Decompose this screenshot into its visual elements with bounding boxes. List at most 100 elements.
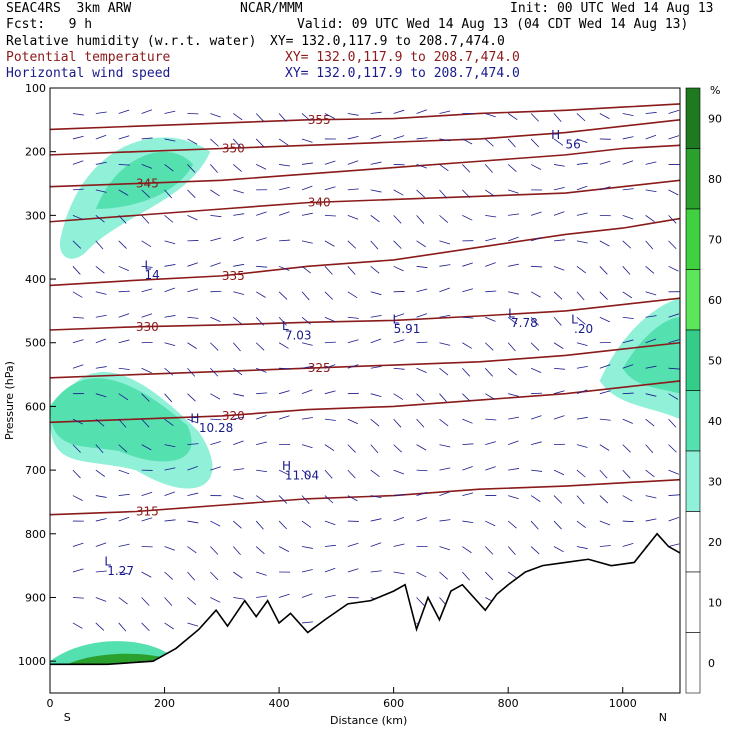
wind-vector (141, 109, 153, 114)
wind-vector (507, 316, 518, 325)
wind-vector (507, 367, 518, 376)
wind-vector (530, 367, 542, 373)
wind-vector (95, 570, 107, 573)
wind-vector (576, 138, 588, 143)
wind-vector (324, 364, 336, 369)
wind-vector (645, 469, 655, 478)
field-theta-name: Potential temperature (6, 50, 171, 65)
wind-vector (553, 239, 565, 242)
field-wind-name: Horizontal wind speed (6, 66, 171, 81)
colorbar-segment (685, 148, 701, 210)
wind-vector (72, 622, 83, 629)
wind-vector (164, 110, 176, 114)
wind-vector (118, 597, 128, 605)
wind-vector (599, 160, 611, 165)
wind-vector (164, 315, 176, 318)
wind-vector (393, 494, 405, 496)
wind-vector (462, 164, 471, 173)
wind-vector (141, 164, 153, 169)
wind-vector (95, 189, 107, 193)
wind-vector (507, 342, 516, 352)
colorbar-label: 80 (708, 173, 722, 186)
wind-vector (370, 518, 382, 522)
wind-vector (164, 467, 176, 471)
y-tick-label: 700 (25, 464, 46, 477)
wind-vector (324, 316, 336, 323)
wind-vector (370, 393, 382, 397)
wind-vector (485, 316, 496, 322)
wind-vector (324, 266, 333, 275)
wind-vector (301, 113, 311, 122)
theta-contour-label-355: 355 (308, 113, 331, 127)
wind-vector (553, 186, 565, 191)
wind-vector (439, 393, 448, 403)
wind-vector (645, 189, 657, 193)
wind-vector (668, 469, 679, 475)
wind-vector (622, 160, 634, 165)
wind-vector (508, 263, 520, 267)
wind-vector (599, 364, 611, 369)
wind-vector (370, 111, 382, 114)
wind-vector (141, 189, 150, 198)
wind-vector (553, 113, 562, 122)
x-tick-label: 200 (154, 697, 175, 710)
wind-vector (576, 212, 588, 216)
wind-vector (645, 215, 655, 223)
wind-vector (324, 113, 335, 119)
wind-vector (141, 240, 152, 248)
wind-vector (393, 469, 405, 475)
wind-vector (301, 417, 313, 420)
x-end-label-south: S (64, 711, 71, 724)
wind-vector (462, 443, 474, 446)
wind-vector (530, 316, 539, 326)
wind-vector (668, 265, 679, 272)
wind-vector (576, 240, 588, 244)
wind-vector (645, 161, 657, 165)
wind-vector (507, 138, 516, 148)
wind-vector (164, 367, 174, 376)
wind-vector (530, 138, 539, 148)
wind-vector (301, 240, 313, 244)
wind-vector (576, 162, 588, 165)
wind-vector (72, 291, 83, 298)
wind-vector (187, 492, 199, 496)
wind-vector (416, 367, 427, 373)
wind-vector (324, 444, 335, 452)
theta-contour-350 (49, 119, 681, 156)
wind-vector (531, 265, 543, 268)
wind-vector (370, 418, 380, 427)
wind-vector (233, 495, 244, 500)
wind-vector (576, 389, 588, 395)
wind-vector (599, 291, 608, 300)
wind-vector (233, 571, 243, 579)
extremum-label: 5.91 (394, 322, 421, 336)
extremum-label: H (551, 128, 560, 142)
wind-vector (622, 188, 634, 191)
wind-vector (187, 571, 196, 581)
wind-vector (439, 138, 451, 142)
wind-vector (553, 469, 565, 476)
wind-vector (95, 366, 107, 369)
wind-vector (393, 189, 404, 196)
wind-vector (278, 138, 289, 146)
wind-vector (95, 444, 104, 454)
wind-vector (530, 520, 539, 530)
wind-vector (462, 316, 474, 319)
wind-vector (324, 594, 336, 598)
wind-vector (187, 316, 199, 319)
wind-vector (553, 495, 563, 504)
wind-vector (72, 542, 84, 547)
wind-vector (187, 393, 196, 402)
extremum-label: 10.28 (199, 421, 233, 435)
wind-vector (233, 393, 245, 397)
wind-vector (233, 263, 245, 267)
wind-vector (668, 189, 679, 196)
wind-vector (72, 160, 84, 165)
extremum-label: 7.03 (285, 329, 312, 343)
wind-vector (118, 265, 129, 272)
wind-vector (553, 211, 565, 216)
wind-vector (370, 570, 382, 573)
wind-vector (301, 444, 313, 449)
wind-vector (393, 135, 405, 140)
